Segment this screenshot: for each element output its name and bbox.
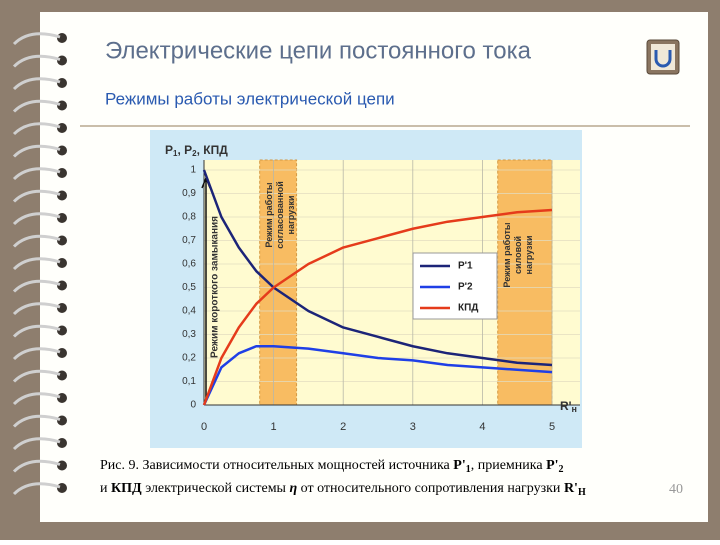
x-axis-label-part: н (572, 404, 577, 414)
mode-label: Режим работы (264, 182, 274, 247)
x-tick-label: 3 (410, 421, 416, 433)
caption-line: Рис. 9. Зависимости относительных мощнос… (100, 458, 564, 475)
legend-label: Р'1 (458, 261, 473, 272)
mode-label: Режим работы (502, 222, 512, 287)
mode-label: согласованной (275, 181, 285, 249)
x-axis-label: R'н (560, 399, 577, 414)
x-tick-label: 0 (201, 421, 207, 433)
chart: 00,10,20,30,40,50,60,70,80,910 1 2 3 4 5P1, P… (165, 143, 580, 433)
y-axis-label-part: P (165, 143, 173, 157)
y-axis-label: P1, P2, КПД (165, 143, 228, 158)
x-tick-label: 2 (340, 421, 346, 433)
caption-text: 2 (559, 464, 564, 475)
y-tick-label: 0,6 (182, 259, 196, 270)
caption-text: R' (564, 481, 578, 496)
slide-title: Электрические цепи постоянного тока (105, 37, 532, 64)
ring-wire (12, 144, 61, 158)
caption-text: P' (546, 458, 558, 473)
ring-wire (12, 369, 61, 383)
ring-wire (12, 347, 61, 361)
caption-text: P' (453, 458, 465, 473)
ring-wire (12, 392, 61, 406)
x-axis-label-part: R' (560, 399, 572, 413)
ring-wire (12, 414, 61, 428)
y-tick-label: 0,8 (182, 212, 196, 223)
ring-wire (12, 167, 61, 181)
series-line (202, 345, 553, 406)
mode-label: Режим короткого замыкания (210, 216, 221, 358)
ring-wire (12, 189, 61, 203)
x-tick-label: 4 (479, 421, 485, 433)
caption-text: и (100, 481, 111, 496)
caption-text: η (289, 481, 297, 496)
ring-wire (12, 482, 61, 496)
ring-wire (12, 122, 61, 136)
page-number: 40 (669, 482, 683, 497)
ring-wire (12, 279, 61, 293)
y-tick-label: 0,5 (182, 282, 196, 293)
ring-wire (12, 54, 61, 68)
y-axis-label-part: 1 (173, 149, 178, 158)
mode-label: нагрузки (524, 236, 534, 275)
y-axis-label-part: , КПД (197, 143, 229, 157)
y-tick-label: 0,3 (182, 329, 196, 340)
mode-label: силовой (513, 236, 523, 274)
ring-wire (12, 324, 61, 338)
spiral-binding (12, 32, 67, 496)
y-tick-label: 0,1 (182, 376, 196, 387)
y-axis-label-part: , P (177, 143, 192, 157)
ring-wire (12, 32, 61, 46)
ring-wire (12, 234, 61, 248)
home-button-icon[interactable] (654, 50, 672, 68)
home-button[interactable] (646, 39, 680, 75)
mode-label: нагрузки (286, 196, 296, 235)
ring-wire (12, 257, 61, 271)
ring-wire (12, 212, 61, 226)
ring-wire (12, 77, 61, 91)
series-line (202, 169, 553, 367)
slide-subtitle: Режимы работы электрической цепи (105, 89, 395, 108)
x-tick-label: 5 (549, 421, 555, 433)
caption-text: Рис. 9. Зависимости относительных мощнос… (100, 458, 453, 473)
caption-text: электрической системы (142, 481, 290, 496)
legend-label: КПД (458, 303, 478, 314)
series-line (202, 208, 553, 406)
caption-text: от относительного сопротивления нагрузки (297, 481, 564, 496)
y-tick-label: 0,7 (182, 235, 196, 246)
ring-wire (12, 302, 61, 316)
y-axis-label-part: 2 (192, 149, 197, 158)
caption-text: КПД (111, 481, 142, 496)
caption-text: 1 (466, 464, 471, 475)
caption-line: и КПД электрической системы η от относит… (100, 481, 586, 498)
ring-wire (12, 459, 61, 473)
legend-label: Р'2 (458, 282, 473, 293)
ring-wire (12, 99, 61, 113)
mode-band (259, 159, 298, 406)
y-tick-label: 0,4 (182, 306, 196, 317)
caption-text: Н (578, 487, 586, 498)
caption-text: , приемника (471, 458, 546, 473)
x-tick-label: 1 (271, 421, 277, 433)
y-tick-label: 0,2 (182, 353, 196, 364)
y-tick-label: 1 (190, 165, 196, 176)
y-tick-label: 0,9 (182, 188, 196, 199)
ring-wire (12, 437, 61, 451)
y-tick-label: 0 (190, 400, 196, 411)
